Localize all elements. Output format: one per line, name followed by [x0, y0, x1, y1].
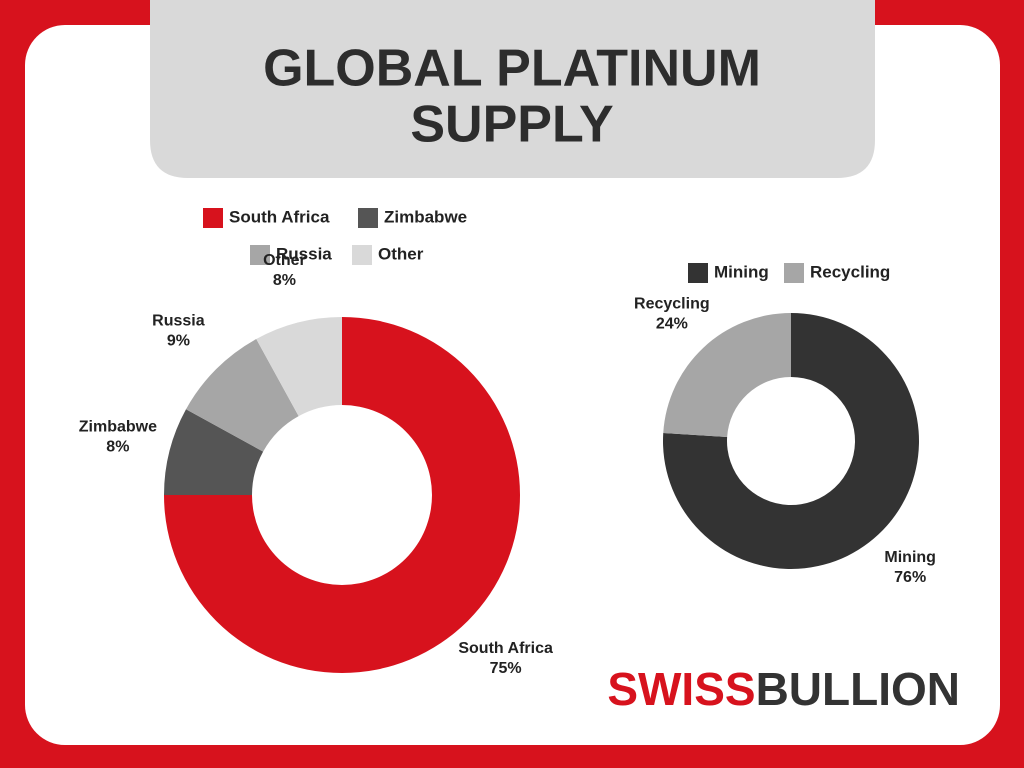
donut-slice — [186, 339, 299, 452]
legend-swatch — [352, 245, 372, 265]
slice-label: Other — [263, 252, 306, 269]
legend-swatch — [784, 263, 804, 283]
legend-label: Recycling — [810, 262, 890, 281]
slice-value: 24% — [656, 315, 688, 332]
title-line: GLOBAL PLATINUM — [263, 40, 761, 98]
slice-value: 8% — [106, 439, 129, 456]
slice-label: Zimbabwe — [79, 419, 157, 436]
title-box — [150, 0, 875, 178]
slice-label: South Africa — [458, 640, 553, 657]
slice-value: 9% — [167, 333, 190, 350]
legend-label: Russia — [276, 244, 332, 263]
slice-value: 8% — [273, 272, 296, 289]
legend-label: Mining — [714, 262, 769, 281]
legend-swatch — [358, 208, 378, 228]
donut-slice — [256, 317, 342, 417]
slice-label: Mining — [884, 549, 936, 566]
donut-slice — [164, 317, 520, 673]
brand-logo: SWISSBULLION — [607, 663, 960, 715]
title-line: SUPPLY — [410, 96, 613, 154]
donut-slice — [164, 409, 264, 495]
slice-value: 76% — [894, 569, 926, 586]
brand-part: SWISS — [607, 663, 755, 715]
slice-label: Recycling — [634, 295, 710, 312]
legend-label: South Africa — [229, 207, 330, 226]
legend-swatch — [203, 208, 223, 228]
legend-swatch — [688, 263, 708, 283]
donut-slice — [663, 313, 791, 437]
slice-value: 75% — [490, 660, 522, 677]
slice-label: Russia — [152, 313, 205, 330]
brand-part: BULLION — [756, 663, 960, 715]
legend-label: Zimbabwe — [384, 207, 467, 226]
legend-label: Other — [378, 244, 424, 263]
donut-slice — [662, 313, 919, 569]
legend-swatch — [250, 245, 270, 265]
